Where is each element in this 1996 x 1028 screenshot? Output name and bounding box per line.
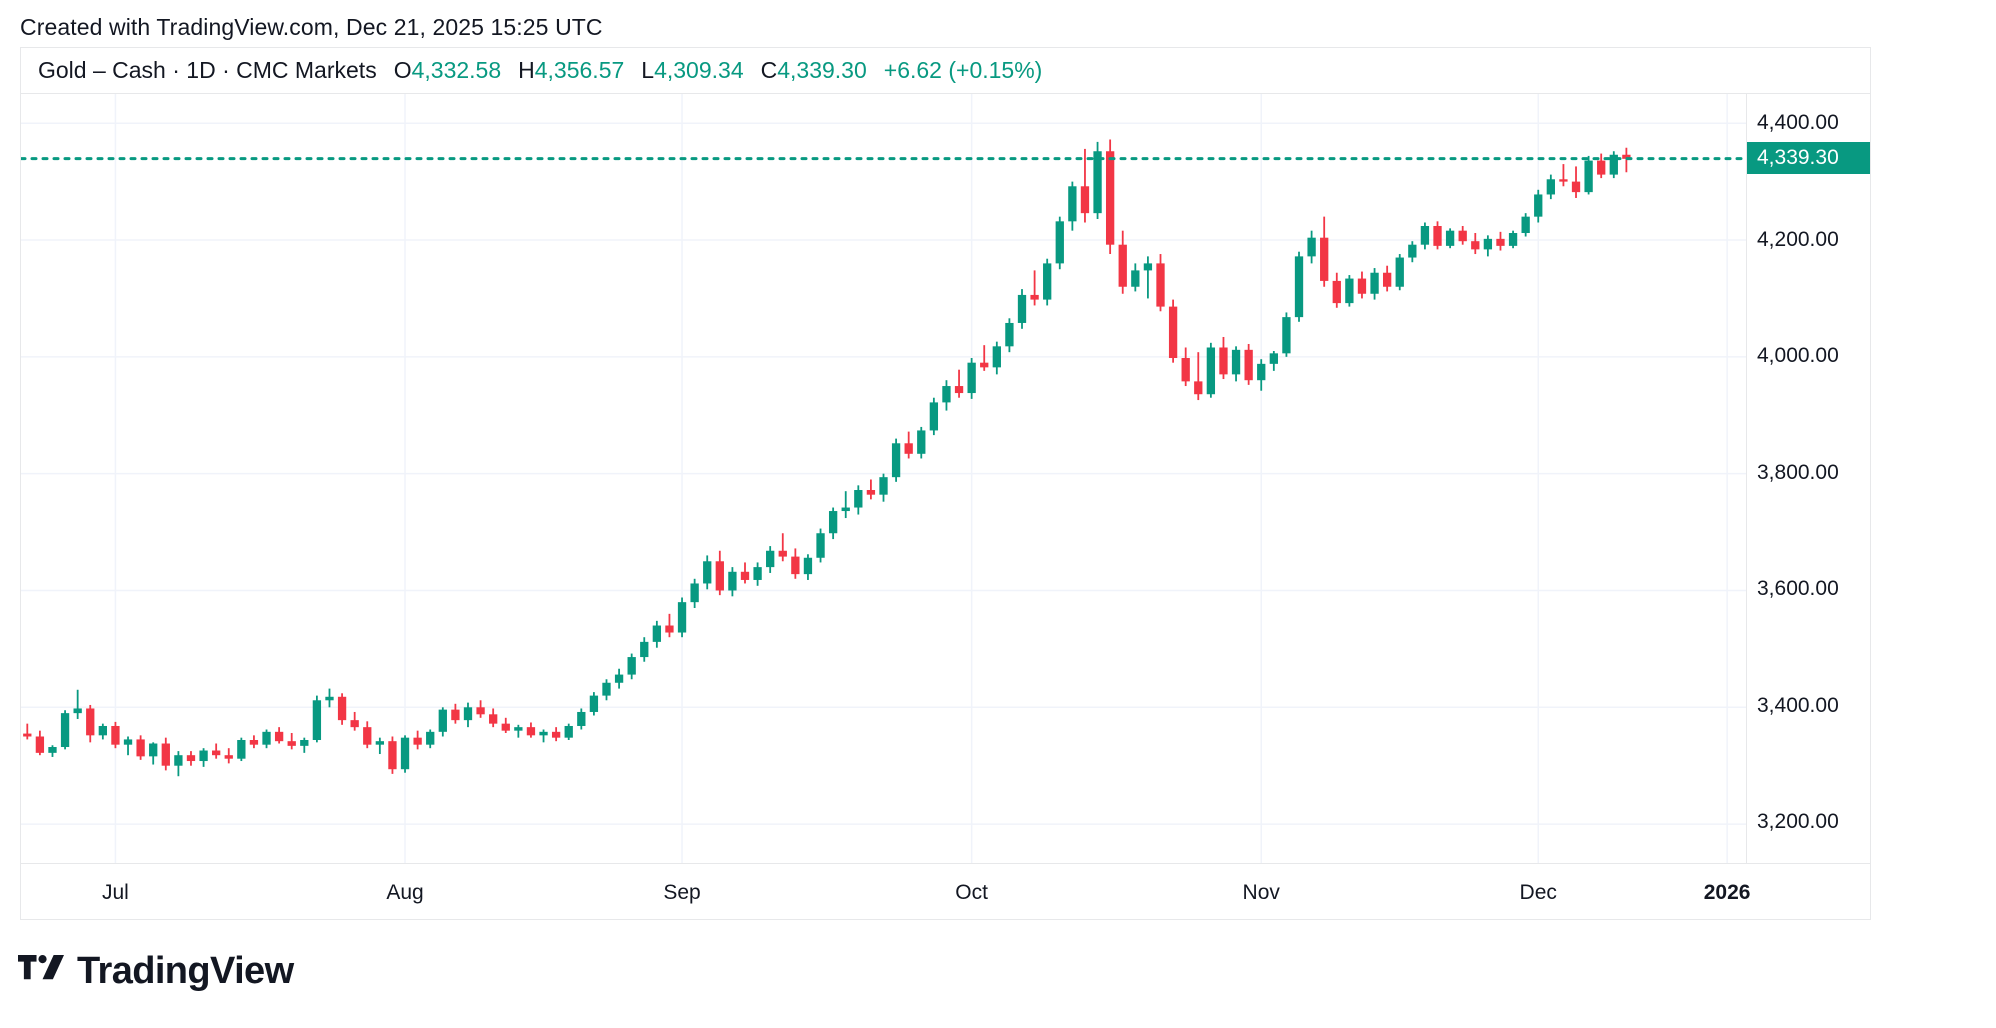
- legend-close-label: C: [760, 57, 778, 83]
- price-axis-tick: 3,200.00: [1757, 810, 1839, 834]
- legend-high-value: 4,356.57: [534, 57, 625, 83]
- legend-high-label: H: [518, 57, 535, 83]
- time-axis[interactable]: Jul Aug Sep Oct Nov Dec 2026: [21, 863, 1870, 919]
- time-axis-tick: Oct: [955, 881, 988, 904]
- time-axis-tick: Dec: [1519, 881, 1557, 904]
- legend-low-value: 4,309.34: [654, 57, 744, 83]
- time-axis-tick: 2026: [1703, 881, 1751, 904]
- candles: [23, 139, 1631, 777]
- price-axis-tick: 3,800.00: [1757, 460, 1839, 484]
- price-axis-tick: 3,600.00: [1757, 577, 1839, 601]
- legend-open-value: 4,332.58: [411, 57, 502, 83]
- chart-legend: Gold – Cash · 1D · CMC Markets O4,332.58…: [21, 48, 1870, 94]
- price-axis[interactable]: 4,400.00 4,200.00 4,000.00 3,800.00 3,600.00…: [1746, 94, 1870, 863]
- legend-open-label: O: [393, 57, 412, 83]
- legend-close-value: 4,339.30: [777, 57, 867, 83]
- price-axis-tick: 3,400.00: [1757, 693, 1839, 717]
- tradingview-logo: TradingView: [18, 948, 294, 994]
- attribution-text: Created with TradingView.com, Dec 21, 20…: [20, 14, 603, 40]
- time-axis-tick: Jul: [101, 881, 129, 904]
- legend-ohlc-values: O4,332.58 H4,356.57 L4,309.34 C4,339.30 …: [394, 57, 1043, 84]
- legend-open: O4,332.58: [394, 57, 501, 84]
- legend-symbol-title[interactable]: Gold – Cash · 1D · CMC Markets: [38, 57, 377, 83]
- legend-high: H4,356.57: [518, 57, 624, 84]
- time-axis-tick: Aug: [386, 881, 424, 904]
- tradingview-wordmark: TradingView: [77, 950, 294, 992]
- price-axis-tick: 4,200.00: [1757, 227, 1839, 251]
- candlestick-svg: [21, 94, 1746, 863]
- price-axis-tick: 4,000.00: [1757, 344, 1839, 368]
- tradingview-mark-icon: [18, 955, 64, 980]
- time-axis-tick: Nov: [1242, 881, 1280, 904]
- chart-panel: Gold – Cash · 1D · CMC Markets O4,332.58…: [20, 47, 1871, 920]
- legend-low-label: L: [641, 57, 655, 83]
- price-axis-tick: 4,400.00: [1757, 111, 1839, 135]
- legend-low: L4,309.34: [641, 57, 743, 84]
- chart-plot-area[interactable]: [21, 94, 1746, 863]
- legend-change-value: +6.62 (+0.15%): [883, 57, 1043, 83]
- legend-close: C4,339.30: [761, 57, 867, 84]
- grid-lines: [21, 94, 1746, 863]
- time-axis-tick: Sep: [663, 881, 701, 904]
- last-price-badge: 4,339.30: [1747, 142, 1870, 175]
